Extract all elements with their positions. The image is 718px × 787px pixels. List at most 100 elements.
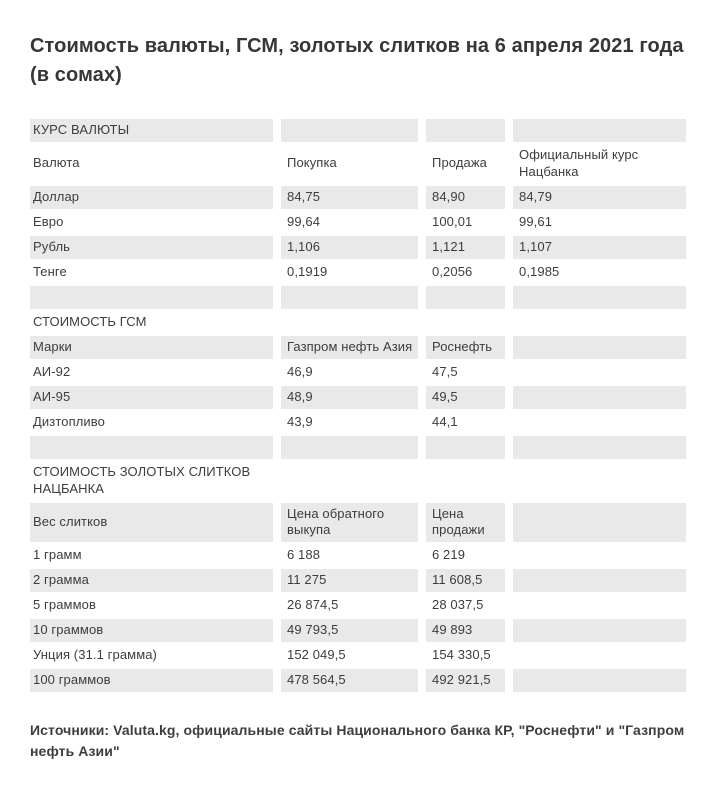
table-cell — [426, 119, 505, 142]
data-row: АИ-92 46,9 47,5 — [30, 361, 686, 384]
table-cell — [281, 285, 418, 309]
table-cell: 99,64 — [287, 213, 321, 229]
rates-table: КУРС ВАЛЮТЫ Валюта Покупка Продажа Официальн… — [30, 119, 686, 693]
table-cell — [513, 461, 686, 501]
table-cell: Унция (31.1 грамма) — [33, 647, 157, 663]
data-row: 2 грамма 11 275 11 608,5 — [30, 569, 686, 593]
table-cell: 152 049,5 — [287, 647, 346, 663]
table-cell — [513, 119, 686, 142]
table-cell: 43,9 — [287, 413, 313, 429]
table-cell — [513, 311, 686, 334]
table-cell: 1,106 — [281, 235, 418, 259]
table-cell: Дизтопливо — [33, 413, 105, 429]
header-row: Вес слитков Цена обратного выкупа Цена про… — [30, 502, 686, 543]
table-cell: 1,121 — [426, 235, 505, 259]
table-cell — [281, 311, 418, 334]
table-cell: 0,2056 — [432, 263, 473, 279]
data-row: Тенге 0,1919 0,2056 0,1985 — [30, 261, 686, 284]
table-cell: 48,9 — [281, 385, 418, 409]
table-cell — [513, 644, 686, 667]
section-row: СТОИМОСТЬ ГСМ — [30, 311, 686, 334]
table-cell: 84,90 — [426, 185, 505, 209]
table-cell: СТОИМОСТЬ ЗОЛОТЫХ СЛИТКОВ НАЦБАНКА — [33, 463, 251, 496]
data-row: Евро 99,64 100,01 99,61 — [30, 211, 686, 234]
table-cell: Покупка — [287, 155, 337, 171]
table-cell — [513, 411, 686, 434]
table-cell: Официальный курс Нацбанка — [519, 147, 639, 179]
table-cell — [426, 285, 505, 309]
table-cell: 84,75 — [281, 185, 418, 209]
header-row: Валюта Покупка Продажа Официальный курс Нац… — [30, 144, 686, 184]
table-cell — [513, 385, 686, 409]
table-cell — [513, 619, 686, 643]
article-page: Стоимость валюты, ГСМ, золотых слитков н… — [30, 35, 686, 760]
table-cell: Роснефть — [426, 335, 505, 359]
table-cell — [513, 544, 686, 567]
table-cell: Продажа — [432, 155, 487, 171]
table-cell — [426, 311, 505, 334]
sources-note: Источники: Valuta.kg, официальные сайты … — [30, 722, 685, 760]
table-cell: Валюта — [33, 155, 80, 171]
table-cell — [30, 435, 273, 459]
page-title: Стоимость валюты, ГСМ, золотых слитков н… — [30, 35, 684, 86]
table-cell — [513, 669, 686, 693]
table-cell — [513, 285, 686, 309]
table-cell: 49 893 — [426, 619, 505, 643]
section-row: СТОИМОСТЬ ЗОЛОТЫХ СЛИТКОВ НАЦБАНКА — [30, 461, 686, 501]
table-cell: АИ-95 — [30, 385, 273, 409]
table-cell: Доллар — [30, 185, 273, 209]
header-row: Марки Газпром нефть Азия Роснефть — [30, 335, 686, 359]
table-cell: Цена обратного выкупа — [281, 502, 418, 543]
data-row: Доллар 84,75 84,90 84,79 — [30, 185, 686, 209]
table-cell: 492 921,5 — [426, 669, 505, 693]
table-cell: 49 793,5 — [281, 619, 418, 643]
table-cell: 100 граммов — [30, 669, 273, 693]
table-cell: 1 грамм — [33, 547, 82, 563]
data-row: 100 граммов 478 564,5 492 921,5 — [30, 669, 686, 693]
data-row: Унция (31.1 грамма) 152 049,5 154 330,5 — [30, 644, 686, 667]
table-cell: 2 грамма — [30, 569, 273, 593]
data-row: Рубль 1,106 1,121 1,107 — [30, 235, 686, 259]
data-row: 1 грамм 6 188 6 219 — [30, 544, 686, 567]
data-row: 10 граммов 49 793,5 49 893 — [30, 619, 686, 643]
spacer-row — [30, 435, 686, 459]
table-cell: 99,61 — [519, 213, 553, 229]
table-cell: КУРС ВАЛЮТЫ — [30, 119, 273, 142]
table-cell: Вес слитков — [30, 502, 273, 543]
table-cell: 44,1 — [432, 413, 458, 429]
table-cell — [281, 461, 418, 501]
table-cell: Цена продажи — [426, 502, 505, 543]
table-cell — [281, 119, 418, 142]
table-cell — [513, 594, 686, 617]
spacer-row — [30, 285, 686, 309]
table-cell: Евро — [33, 213, 64, 229]
table-cell: 11 608,5 — [426, 569, 505, 593]
table-cell: Рубль — [30, 235, 273, 259]
table-cell: Газпром нефть Азия — [281, 335, 418, 359]
table-cell: Тенге — [33, 263, 67, 279]
data-row: Дизтопливо 43,9 44,1 — [30, 411, 686, 434]
table-cell: 0,1985 — [519, 263, 560, 279]
table-cell: СТОИМОСТЬ ГСМ — [33, 313, 147, 329]
table-cell: 84,79 — [513, 185, 686, 209]
table-cell: 478 564,5 — [281, 669, 418, 693]
table-cell — [513, 569, 686, 593]
table-cell: 10 граммов — [30, 619, 273, 643]
table-cell: 26 874,5 — [287, 597, 339, 613]
table-cell: 47,5 — [432, 363, 458, 379]
table-cell — [30, 285, 273, 309]
table-cell — [513, 361, 686, 384]
table-cell: 6 188 — [287, 547, 321, 563]
table-cell — [426, 461, 505, 501]
table-cell: 49,5 — [426, 385, 505, 409]
table-cell: 5 граммов — [33, 597, 96, 613]
table-cell — [513, 435, 686, 459]
table-cell: АИ-92 — [33, 363, 71, 379]
table-cell: 11 275 — [281, 569, 418, 593]
table-cell: 1,107 — [513, 235, 686, 259]
table-cell: 46,9 — [287, 363, 313, 379]
table-cell: Марки — [30, 335, 273, 359]
table-cell: 100,01 — [432, 213, 473, 229]
table-cell — [281, 435, 418, 459]
table-cell: 0,1919 — [287, 263, 328, 279]
